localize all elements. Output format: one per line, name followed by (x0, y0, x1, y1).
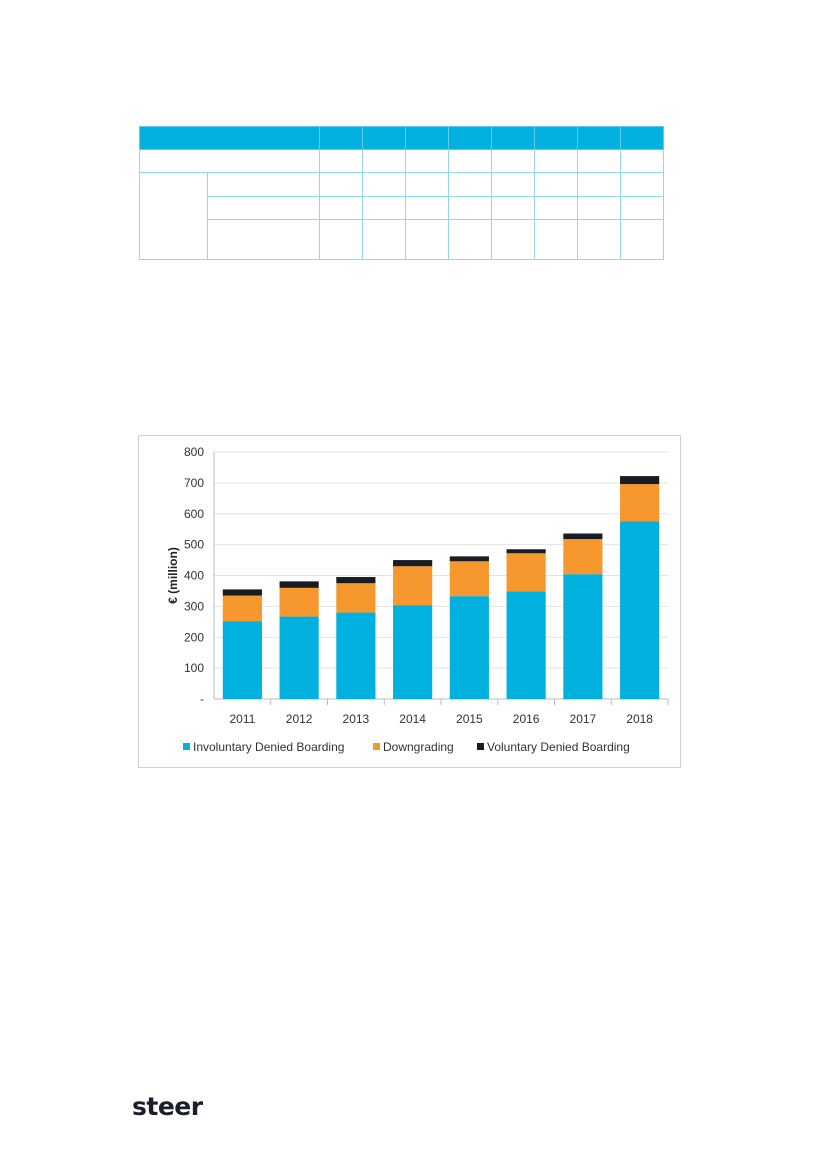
bar-segment (279, 616, 319, 699)
bar-segment (336, 583, 376, 613)
x-tick-label: 2016 (513, 712, 540, 726)
bar-segment (506, 553, 546, 592)
y-tick-label: 500 (184, 538, 204, 552)
y-tick-label: 700 (184, 476, 204, 490)
bar-segment (620, 521, 660, 699)
bar-segment (393, 605, 433, 699)
x-tick-label: 2017 (570, 712, 597, 726)
bar-segment (563, 574, 603, 699)
bar-segment (222, 589, 262, 596)
legend-swatch (373, 743, 380, 750)
x-tick-label: 2014 (399, 712, 426, 726)
table-row (139, 172, 664, 260)
y-tick-label: 600 (184, 507, 204, 521)
y-tick-label: 100 (184, 661, 204, 675)
x-tick-label: 2013 (343, 712, 370, 726)
bar-segment (393, 566, 433, 606)
table-row (140, 219, 664, 260)
bar-segment (222, 621, 262, 699)
table-row (139, 149, 664, 173)
bar-segment (506, 549, 546, 554)
legend-label: Voluntary Denied Boarding (487, 740, 630, 754)
legend-label: Downgrading (383, 740, 454, 754)
bar-segment (336, 577, 376, 584)
x-tick-label: 2011 (229, 712, 255, 726)
x-tick-label: 2018 (626, 712, 653, 726)
bar-segment (393, 560, 433, 567)
y-tick-label: 400 (184, 569, 204, 583)
bar-segment (222, 595, 262, 622)
y-tick-label: 200 (184, 630, 204, 644)
bar-segment (336, 612, 376, 699)
legend-swatch (477, 743, 484, 750)
bar-segment (449, 561, 489, 597)
steer-logo: steer (132, 1092, 203, 1121)
y-tick-label: - (200, 692, 204, 706)
bar-segment (449, 556, 489, 562)
bar-segment (506, 591, 546, 699)
table-row (140, 196, 664, 220)
x-tick-label: 2015 (456, 712, 483, 726)
chart-container: - 100 200 300 400 500 600 700 800 2011 2012 2013 201… (138, 435, 681, 768)
y-tick-label: 300 (184, 599, 204, 613)
y-tick-label: 800 (184, 445, 204, 459)
stacked-bar-chart: - 100 200 300 400 500 600 700 800 2011 2012 2013 201… (166, 445, 669, 754)
bar-segment (620, 476, 660, 485)
empty-data-table (139, 126, 664, 260)
y-axis-label: € (million) (166, 547, 180, 604)
bar-segment (563, 539, 603, 575)
bar-segment (279, 587, 319, 617)
bar-segment (620, 484, 660, 522)
bar-segment (563, 533, 603, 540)
table-header-row (139, 126, 664, 150)
bar-segment (279, 581, 319, 588)
legend-swatch (183, 743, 190, 750)
bar-segment (449, 596, 489, 699)
x-tick-label: 2012 (286, 712, 313, 726)
legend-label: Involuntary Denied Boarding (193, 740, 344, 754)
